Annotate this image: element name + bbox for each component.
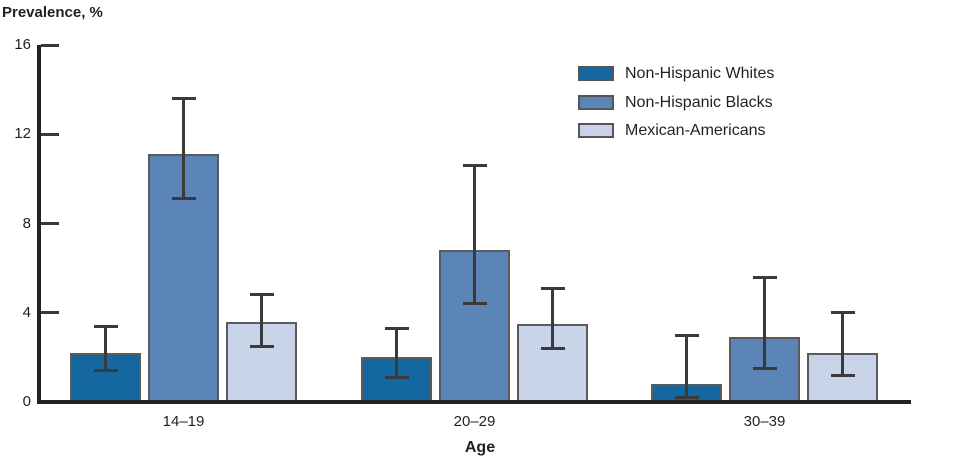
- legend-label: Non-Hispanic Whites: [625, 65, 775, 82]
- error-bar-cap-bottom: [674, 396, 699, 400]
- error-bar-cap-top: [171, 97, 196, 101]
- error-bar-cap-bottom: [752, 367, 777, 371]
- y-tick-mark: [41, 43, 59, 47]
- x-category-label: 30–39: [743, 413, 786, 430]
- error-bar-cap-bottom: [540, 346, 565, 350]
- error-bar-cap-bottom: [249, 344, 274, 348]
- x-category-label: 20–29: [453, 413, 496, 430]
- y-tick-label: 16: [14, 36, 31, 53]
- error-bar-line: [260, 294, 263, 347]
- y-tick-mark: [41, 311, 59, 315]
- error-bar-line: [685, 335, 688, 398]
- legend-label: Mexican-Americans: [625, 122, 766, 139]
- y-tick-mark: [41, 222, 59, 225]
- error-bar-cap-bottom: [93, 369, 118, 373]
- error-bar-cap-top: [540, 286, 565, 290]
- y-axis-line: [37, 45, 41, 404]
- error-bar-line: [104, 326, 107, 371]
- legend-swatch-icon: [578, 123, 614, 138]
- error-bar-cap-bottom: [171, 197, 196, 201]
- error-bar-cap-top: [674, 333, 699, 337]
- error-bar-line: [551, 288, 554, 349]
- legend-swatch-icon: [578, 95, 614, 110]
- error-bar-cap-top: [384, 326, 409, 330]
- error-bar-line: [763, 277, 766, 369]
- y-tick-label: 4: [22, 303, 31, 321]
- y-tick-label: 12: [14, 125, 31, 143]
- y-tick-label: 0: [22, 393, 31, 410]
- error-bar-cap-top: [462, 163, 487, 167]
- error-bar-line: [473, 165, 476, 304]
- error-bar-cap-top: [830, 311, 855, 315]
- error-bar-cap-bottom: [462, 302, 487, 306]
- legend-label: Non-Hispanic Blacks: [625, 94, 773, 111]
- legend-swatch-icon: [578, 66, 614, 81]
- error-bar-line: [182, 98, 185, 199]
- x-axis-title: Age: [464, 439, 496, 456]
- error-bar-cap-top: [752, 275, 777, 279]
- error-bar-cap-top: [249, 293, 274, 297]
- error-bar-cap-top: [93, 324, 118, 328]
- x-category-label: 14–19: [162, 413, 205, 430]
- y-tick-label: 8: [22, 214, 31, 232]
- bar-non-hispanic-blacks-14-19: [148, 154, 219, 402]
- error-bar-cap-bottom: [830, 373, 855, 377]
- bar-mexican-americans-30-39: [807, 352, 878, 402]
- y-tick-mark: [41, 132, 59, 136]
- error-bar-line: [395, 328, 398, 378]
- error-bar-cap-bottom: [384, 375, 409, 379]
- x-axis-line: [37, 400, 911, 404]
- y-axis-title: Prevalence, %: [2, 4, 103, 21]
- error-bar-line: [841, 312, 844, 376]
